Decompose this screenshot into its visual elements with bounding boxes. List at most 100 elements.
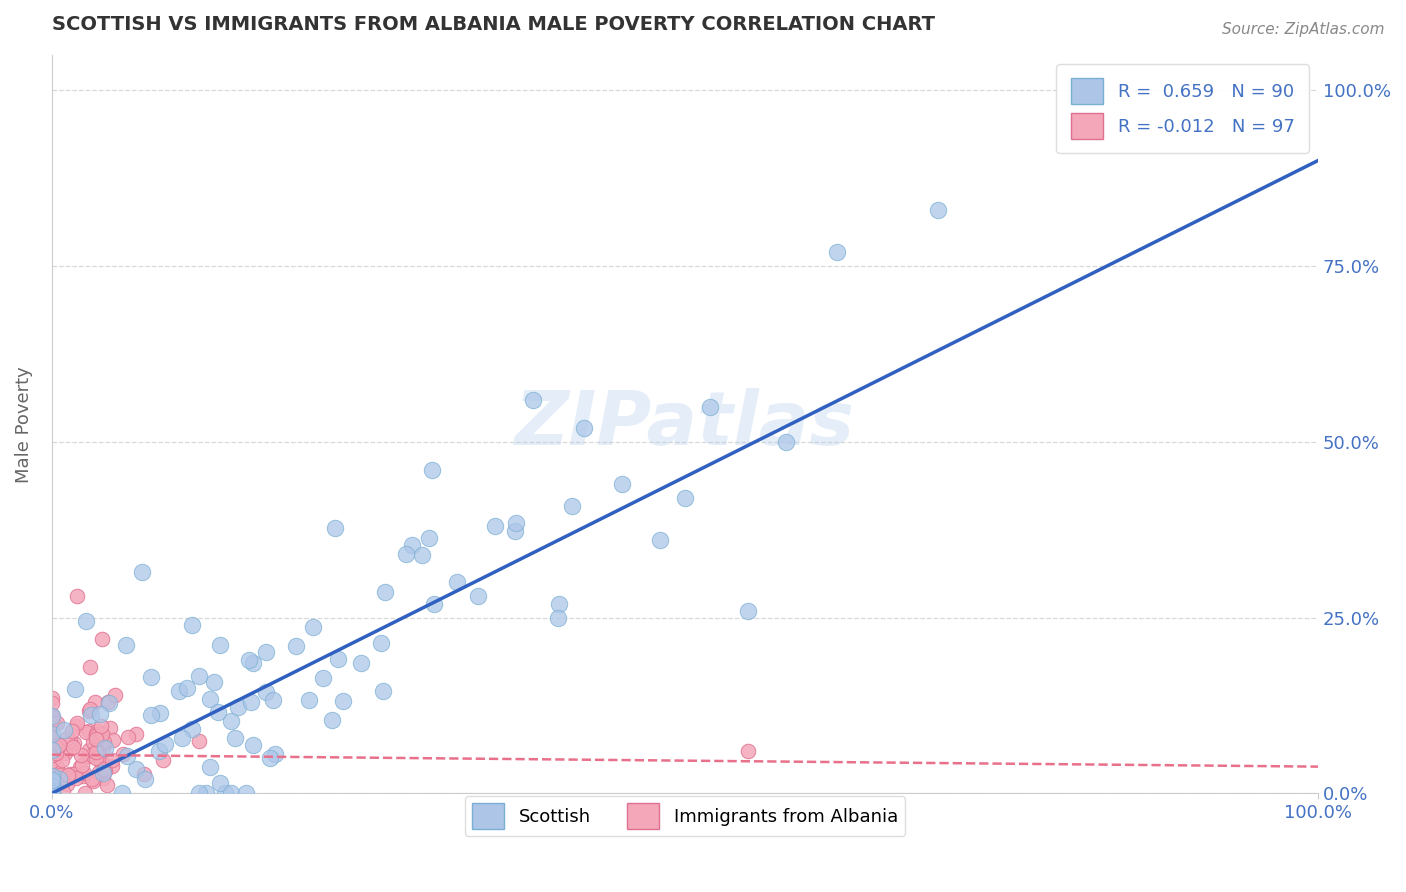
Point	[420, 463, 443, 477]
Point	[370, 636, 392, 650]
Point	[41, 786, 63, 800]
Point	[41, 769, 63, 783]
Point	[41, 708, 63, 723]
Point	[75, 725, 97, 739]
Point	[98, 721, 121, 735]
Point	[242, 656, 264, 670]
Point	[737, 744, 759, 758]
Point	[89, 753, 111, 767]
Point	[114, 638, 136, 652]
Point	[522, 392, 544, 407]
Point	[42, 716, 65, 731]
Point	[46, 743, 69, 757]
Point	[214, 786, 236, 800]
Point	[48, 738, 70, 752]
Point	[65, 771, 87, 785]
Point	[53, 746, 76, 760]
Point	[84, 729, 107, 743]
Point	[41, 772, 63, 787]
Point	[505, 524, 527, 538]
Point	[673, 491, 696, 505]
Point	[79, 660, 101, 674]
Point	[610, 477, 633, 491]
Point	[648, 533, 671, 548]
Point	[80, 708, 103, 723]
Point	[52, 723, 75, 737]
Point	[97, 697, 120, 711]
Point	[93, 762, 115, 776]
Point	[187, 734, 209, 748]
Point	[86, 732, 108, 747]
Point	[55, 731, 77, 745]
Point	[148, 744, 170, 758]
Point	[66, 715, 89, 730]
Point	[97, 695, 120, 709]
Point	[89, 707, 111, 722]
Point	[41, 747, 63, 761]
Point	[91, 727, 114, 741]
Point	[86, 727, 108, 741]
Point	[825, 244, 848, 259]
Point	[101, 759, 124, 773]
Point	[180, 617, 202, 632]
Point	[240, 695, 263, 709]
Point	[484, 519, 506, 533]
Point	[79, 702, 101, 716]
Point	[45, 747, 67, 761]
Point	[101, 753, 124, 767]
Point	[188, 669, 211, 683]
Point	[737, 603, 759, 617]
Point	[208, 776, 231, 790]
Point	[70, 758, 93, 772]
Point	[41, 770, 63, 784]
Point	[242, 738, 264, 752]
Point	[41, 754, 63, 768]
Point	[41, 786, 63, 800]
Point	[90, 755, 112, 769]
Point	[263, 747, 285, 762]
Point	[262, 693, 284, 707]
Point	[134, 772, 156, 786]
Point	[373, 683, 395, 698]
Point	[69, 759, 91, 773]
Point	[41, 748, 63, 763]
Point	[332, 694, 354, 708]
Point	[79, 723, 101, 738]
Point	[82, 735, 104, 749]
Point	[41, 732, 63, 747]
Point	[117, 730, 139, 744]
Point	[41, 786, 63, 800]
Point	[132, 767, 155, 781]
Point	[41, 743, 63, 757]
Point	[187, 786, 209, 800]
Point	[41, 769, 63, 783]
Point	[41, 719, 63, 733]
Point	[298, 693, 321, 707]
Point	[548, 597, 571, 611]
Point	[284, 640, 307, 654]
Point	[176, 681, 198, 696]
Point	[221, 786, 243, 800]
Point	[208, 639, 231, 653]
Point	[90, 719, 112, 733]
Point	[49, 768, 72, 782]
Point	[59, 734, 82, 748]
Point	[77, 749, 100, 764]
Point	[167, 684, 190, 698]
Point	[62, 739, 84, 754]
Point	[73, 786, 96, 800]
Point	[446, 575, 468, 590]
Point	[41, 691, 63, 706]
Point	[198, 760, 221, 774]
Point	[89, 765, 111, 780]
Point	[254, 685, 277, 699]
Point	[505, 516, 527, 530]
Point	[93, 764, 115, 778]
Point	[927, 202, 949, 217]
Point	[312, 671, 335, 685]
Point	[65, 682, 87, 697]
Point	[117, 748, 139, 763]
Point	[46, 716, 69, 731]
Point	[63, 736, 86, 750]
Text: ZIPatlas: ZIPatlas	[515, 388, 855, 460]
